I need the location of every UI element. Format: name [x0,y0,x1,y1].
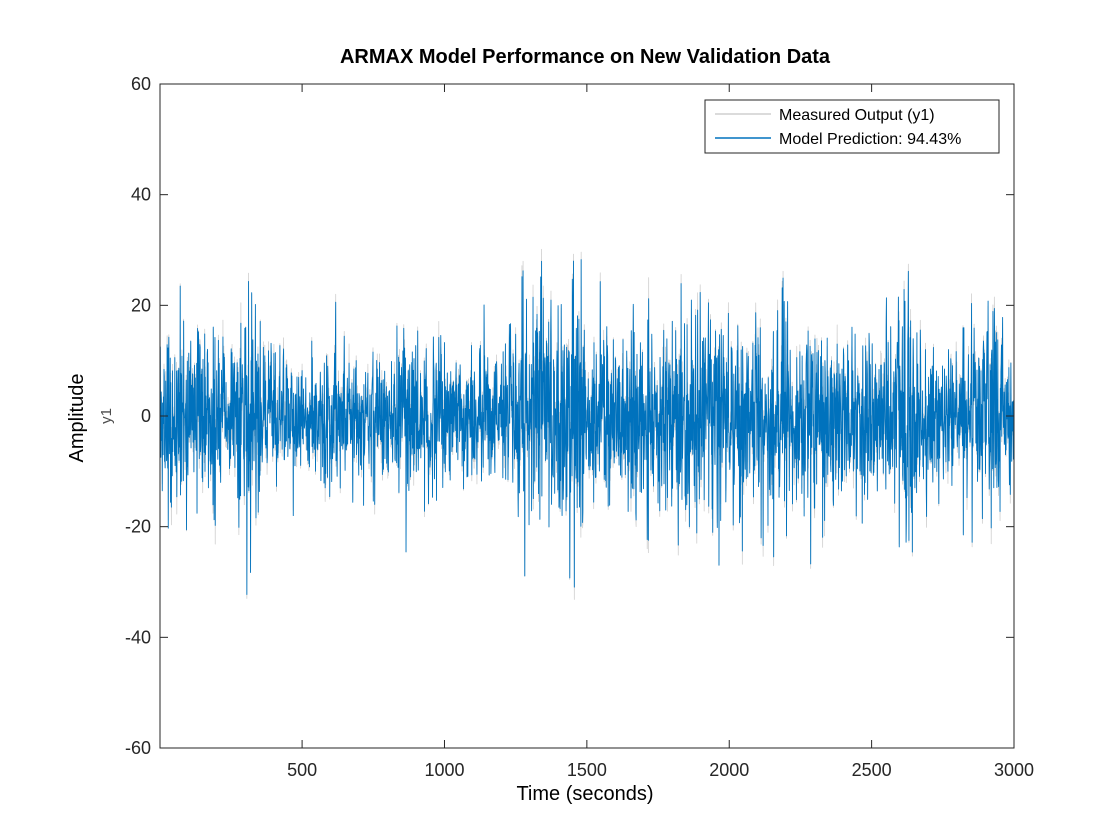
y-tick-label: 0 [141,406,151,426]
y-tick-label: 20 [131,295,151,315]
y-tick-label: -60 [125,738,151,758]
y-axis-sublabel: y1 [98,408,115,424]
x-tick-label: 2500 [852,760,892,780]
x-tick-label: 3000 [994,760,1034,780]
series-layer [160,248,1014,600]
x-axis-label: Time (seconds) [516,783,653,805]
legend[interactable]: Measured Output (y1) Model Prediction: 9… [704,99,1000,154]
x-tick-label: 1000 [424,760,464,780]
x-tick-label: 500 [287,760,317,780]
y-tick-label: -40 [125,627,151,647]
x-tick-label: 2000 [709,760,749,780]
chart-title: ARMAX Model Performance on New Validatio… [340,46,831,68]
y-tick-label: -20 [125,517,151,537]
legend-entry-measured: Measured Output (y1) [779,107,935,124]
x-tick-label: 1500 [567,760,607,780]
y-tick-label: 40 [131,185,151,205]
legend-entry-prediction: Model Prediction: 94.43% [779,131,961,148]
y-tick-label: 60 [131,74,151,94]
series-model-prediction [160,259,1014,595]
ticks-layer: 500 1000 1500 2000 2500 3000 -60 -40 -20 0 20 40 60 [125,74,1034,780]
y-axis-label: Amplitude [66,374,88,463]
legend-box [704,99,1000,154]
